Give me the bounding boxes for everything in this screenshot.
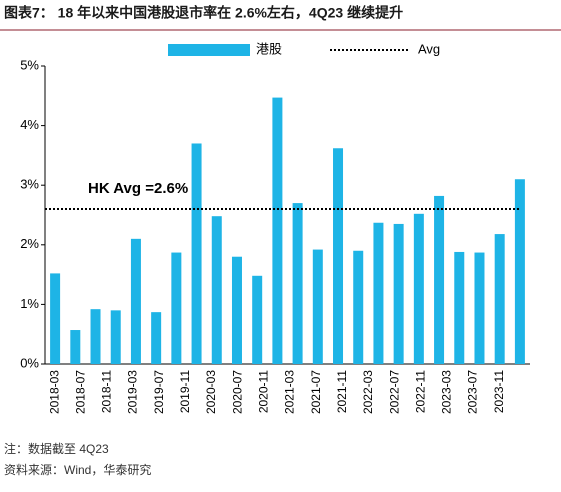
x-tick-label: 2020-07 <box>230 370 244 414</box>
x-tick-label: 2023-11 <box>492 370 506 413</box>
bar <box>252 275 263 364</box>
bar <box>494 234 505 364</box>
bar <box>333 148 344 364</box>
legend-swatch <box>168 44 250 56</box>
x-tick-label: 2021-11 <box>335 370 349 413</box>
x-tick-label: 2018-07 <box>73 370 87 414</box>
bar <box>514 179 525 364</box>
bar <box>130 238 141 364</box>
x-tick-label: 2020-11 <box>256 370 270 413</box>
bar <box>373 222 384 364</box>
x-tick-label: 2022-07 <box>387 370 401 414</box>
bar <box>272 97 283 364</box>
bar <box>191 143 202 364</box>
x-tick-label: 2020-03 <box>204 370 218 414</box>
bar <box>70 330 81 364</box>
x-tick-label: 2018-11 <box>100 370 114 413</box>
bar <box>474 252 485 364</box>
y-tick-label: 4% <box>20 117 39 132</box>
bar <box>292 203 303 364</box>
x-tick-label: 2019-07 <box>152 370 166 414</box>
x-tick-label: 2022-11 <box>413 370 427 413</box>
bar <box>90 309 101 364</box>
x-tick-label: 2018-03 <box>47 370 61 414</box>
note: 注：数据截至 4Q23 <box>4 441 109 456</box>
legend-label: Avg <box>418 41 440 56</box>
chart-title: 图表7： 18 年以来中国港股退市率在 2.6%左右，4Q23 继续提升 <box>4 5 403 21</box>
bar <box>413 213 424 364</box>
y-tick-label: 1% <box>20 296 39 311</box>
x-tick-label: 2023-03 <box>440 370 454 414</box>
y-tick-label: 2% <box>20 236 39 251</box>
bar <box>171 252 182 364</box>
bar <box>50 273 61 364</box>
bar <box>231 256 242 364</box>
bar <box>110 310 121 364</box>
note: 资料来源：Wind，华泰研究 <box>4 462 151 477</box>
legend-label: 港股 <box>256 41 282 56</box>
bar <box>211 216 222 364</box>
bar <box>454 251 465 364</box>
x-tick-label: 2021-07 <box>309 370 323 414</box>
y-tick-label: 5% <box>20 57 39 72</box>
y-tick-label: 3% <box>20 177 39 192</box>
bar <box>151 312 162 364</box>
x-tick-label: 2021-03 <box>283 370 297 414</box>
bar <box>434 195 445 364</box>
bar <box>353 250 364 364</box>
bar <box>393 223 404 364</box>
x-tick-label: 2023-07 <box>466 370 480 414</box>
avg-annotation: HK Avg =2.6% <box>88 180 188 197</box>
x-tick-label: 2022-03 <box>361 370 375 414</box>
x-tick-label: 2019-11 <box>178 370 192 413</box>
y-tick-label: 0% <box>20 355 39 370</box>
bar <box>312 249 323 364</box>
x-tick-label: 2019-03 <box>126 370 140 414</box>
